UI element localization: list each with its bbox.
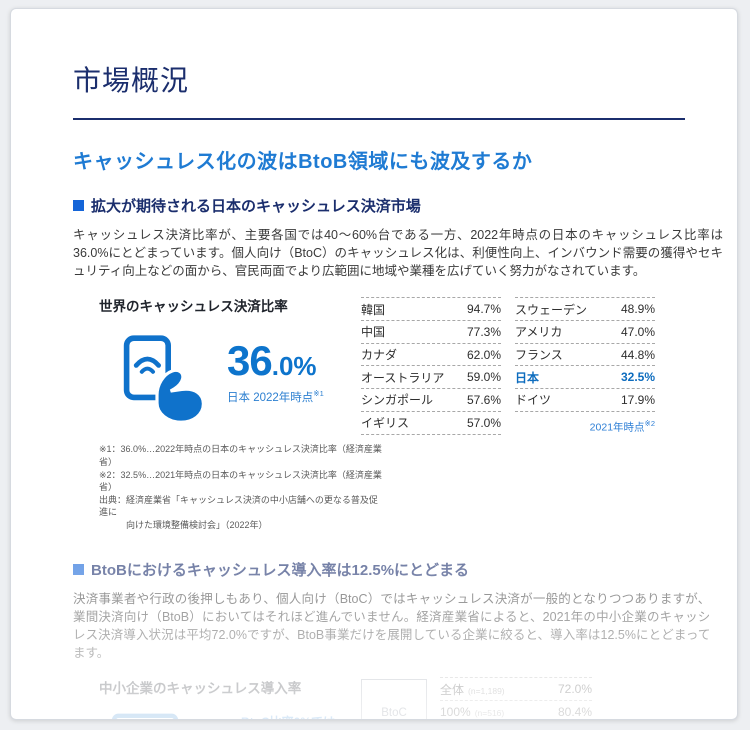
adoption-value: 80.4% (557, 705, 592, 720)
table-row: 100% (n=516) 80.4% (440, 700, 592, 720)
sample-size: (n=1,189) (468, 685, 505, 696)
footnotes: ※1：36.0%…2022年時点の日本のキャッシュレス決済比率（経済産業省） ※2… (99, 443, 384, 531)
country-value: 44.8% (620, 347, 655, 362)
country-table-right-column: スウェーデン 48.9% アメリカ 47.0% フランス 44.8% (515, 297, 655, 531)
table-row: イギリス 57.0% (361, 410, 501, 434)
footnote-line: 出典：経済産業省「キャッシュレス決済の中小店舗への更なる普及促進に (99, 494, 378, 518)
table-row: 日本 32.5% (515, 365, 655, 388)
table-row: 韓国 94.7% (361, 297, 501, 320)
figure-sme-adoption: 中小企業のキャッシュレス導入率 BtoC比率0%では 12.5% (99, 677, 709, 720)
section1-paragraph: キャッシュレス決済比率が、主要各国では40～60%台である一方、2022年時点の… (73, 228, 723, 279)
country-value: 57.0% (466, 415, 501, 430)
adoption-rate-table: 全体 (n=1,189) 72.0% 100% (n=516) 80.4% (440, 677, 592, 720)
country-value: 59.0% (466, 370, 501, 385)
table-row: カナダ 62.0% (361, 342, 501, 366)
country-value: 17.9% (620, 392, 655, 407)
figure2-left-block: 中小企業のキャッシュレス導入率 BtoC比率0%では 12.5% (99, 677, 361, 719)
delivery-truck-check-icon (111, 713, 179, 719)
table-row: 全体 (n=1,189) 72.0% (440, 677, 592, 700)
country-value: 48.9% (620, 302, 655, 317)
section2-heading: BtoBにおけるキャッシュレス導入率は12.5%にとどまる (73, 559, 709, 580)
adoption-value: 72.0% (557, 682, 592, 697)
table-row: フランス 44.8% (515, 342, 655, 366)
footnote-line: ※2：32.5%…2021年時点の日本のキャッシュレス決済比率（経済産業省） (99, 469, 382, 493)
section-btob-adoption: BtoBにおけるキャッシュレス導入率は12.5%にとどまる 決済事業者や行政の後… (73, 559, 723, 720)
caption-note-ref: ※1 (313, 389, 324, 399)
section-bullet-icon (73, 563, 84, 575)
section-cashless-market: 拡大が期待される日本のキャッシュレス決済市場 キャッシュレス決済比率が、主要各国… (73, 195, 723, 532)
section2-paragraph: 決済事業者や行政の後押しもあり、個人向け（BtoC）ではキャッシュレス決済が一般… (73, 591, 723, 660)
figure-left-block: 世界のキャッシュレス決済比率 36.0% 日本 2022年時点※1 (99, 295, 382, 531)
category-label: 全体 (n=1,189) (440, 681, 505, 698)
category-name: 全体 (440, 682, 465, 697)
country-label: 中国 (361, 325, 386, 340)
table-row: オーストラリア 59.0% (361, 365, 501, 388)
country-label: ドイツ (515, 393, 552, 408)
title-rule (73, 118, 685, 120)
country-label: 韓国 (361, 302, 386, 317)
country-value: 62.0% (466, 347, 501, 362)
section-bullet-icon (73, 200, 84, 211)
contactless-card-hand-icon (123, 335, 206, 425)
axis-box-line1: BtoC (381, 706, 407, 719)
table-caption-text: 2021年時点 (589, 421, 645, 434)
country-value: 94.7% (466, 302, 501, 317)
country-table-left: 韓国 94.7% 中国 77.3% カナダ 62.0% (361, 297, 501, 435)
sample-size: (n=516) (474, 708, 505, 719)
section1-heading-label: 拡大が期待される日本のキャッシュレス決済市場 (91, 198, 421, 215)
country-tables: 韓国 94.7% 中国 77.3% カナダ 62.0% (361, 297, 655, 531)
page-title: 市場概況 (73, 65, 190, 96)
country-label: シンガポール (361, 393, 434, 408)
country-value: 77.3% (466, 324, 501, 339)
section2-heading-label: BtoBにおけるキャッシュレス導入率は12.5%にとどまる (91, 561, 470, 579)
table-row: ドイツ 17.9% (515, 388, 655, 411)
country-label: フランス (515, 348, 563, 363)
big-value: 36 (227, 337, 273, 385)
btoc-ratio-axis-box: BtoC 比率別 (361, 679, 427, 719)
figure-world-cashless: 世界のキャッシュレス決済比率 36.0% 日本 2022年時点※1 (99, 295, 709, 531)
figure2-title: 中小企業のキャッシュレス導入率 (99, 681, 302, 697)
country-value: 32.5% (620, 370, 655, 385)
figure2-value-block: BtoC比率0%では 12.5% (241, 713, 335, 719)
caption-text: 日本 2022年時点 (227, 392, 314, 405)
country-label: アメリカ (515, 325, 563, 340)
section1-heading: 拡大が期待される日本のキャッシュレス決済市場 (73, 195, 709, 216)
footnote-line: ※1：36.0%…2022年時点の日本のキャッシュレス決済比率（経済産業省） (99, 444, 382, 467)
category-name: 100% (440, 705, 471, 720)
table-row: アメリカ 47.0% (515, 320, 655, 343)
table-caption-note-ref: ※2 (644, 418, 655, 428)
lead-heading: キャッシュレス化の波はBtoB領域にも波及するか (73, 151, 533, 173)
country-label: カナダ (361, 348, 398, 363)
country-table-right: スウェーデン 48.9% アメリカ 47.0% フランス 44.8% (515, 297, 655, 412)
category-label: 100% (n=516) (440, 705, 504, 719)
figure2-value-label: BtoC比率0%では (241, 713, 335, 719)
figure1-title: 世界のキャッシュレス決済比率 (99, 299, 288, 315)
report-page: 市場概況 キャッシュレス化の波はBtoB領域にも波及するか 拡大が期待される日本… (10, 8, 738, 720)
country-label: 日本 (515, 370, 540, 385)
big-value-fraction: .0% (271, 351, 317, 382)
big-value-block: 36.0% 日本 2022年時点※1 (227, 337, 324, 405)
country-label: オーストラリア (361, 370, 445, 385)
footnote-line: 向けた環境整備検討会」（2022年） (99, 519, 268, 530)
big-value-caption: 日本 2022年時点※1 (227, 389, 324, 405)
table-row: 中国 77.3% (361, 320, 501, 343)
country-label: スウェーデン (515, 302, 588, 317)
country-value: 57.6% (466, 392, 501, 407)
country-label: イギリス (361, 416, 410, 431)
table-row: シンガポール 57.6% (361, 388, 501, 411)
country-value: 47.0% (620, 324, 655, 339)
table-row: スウェーデン 48.9% (515, 297, 655, 320)
table-caption: 2021年時点※2 (515, 419, 655, 435)
